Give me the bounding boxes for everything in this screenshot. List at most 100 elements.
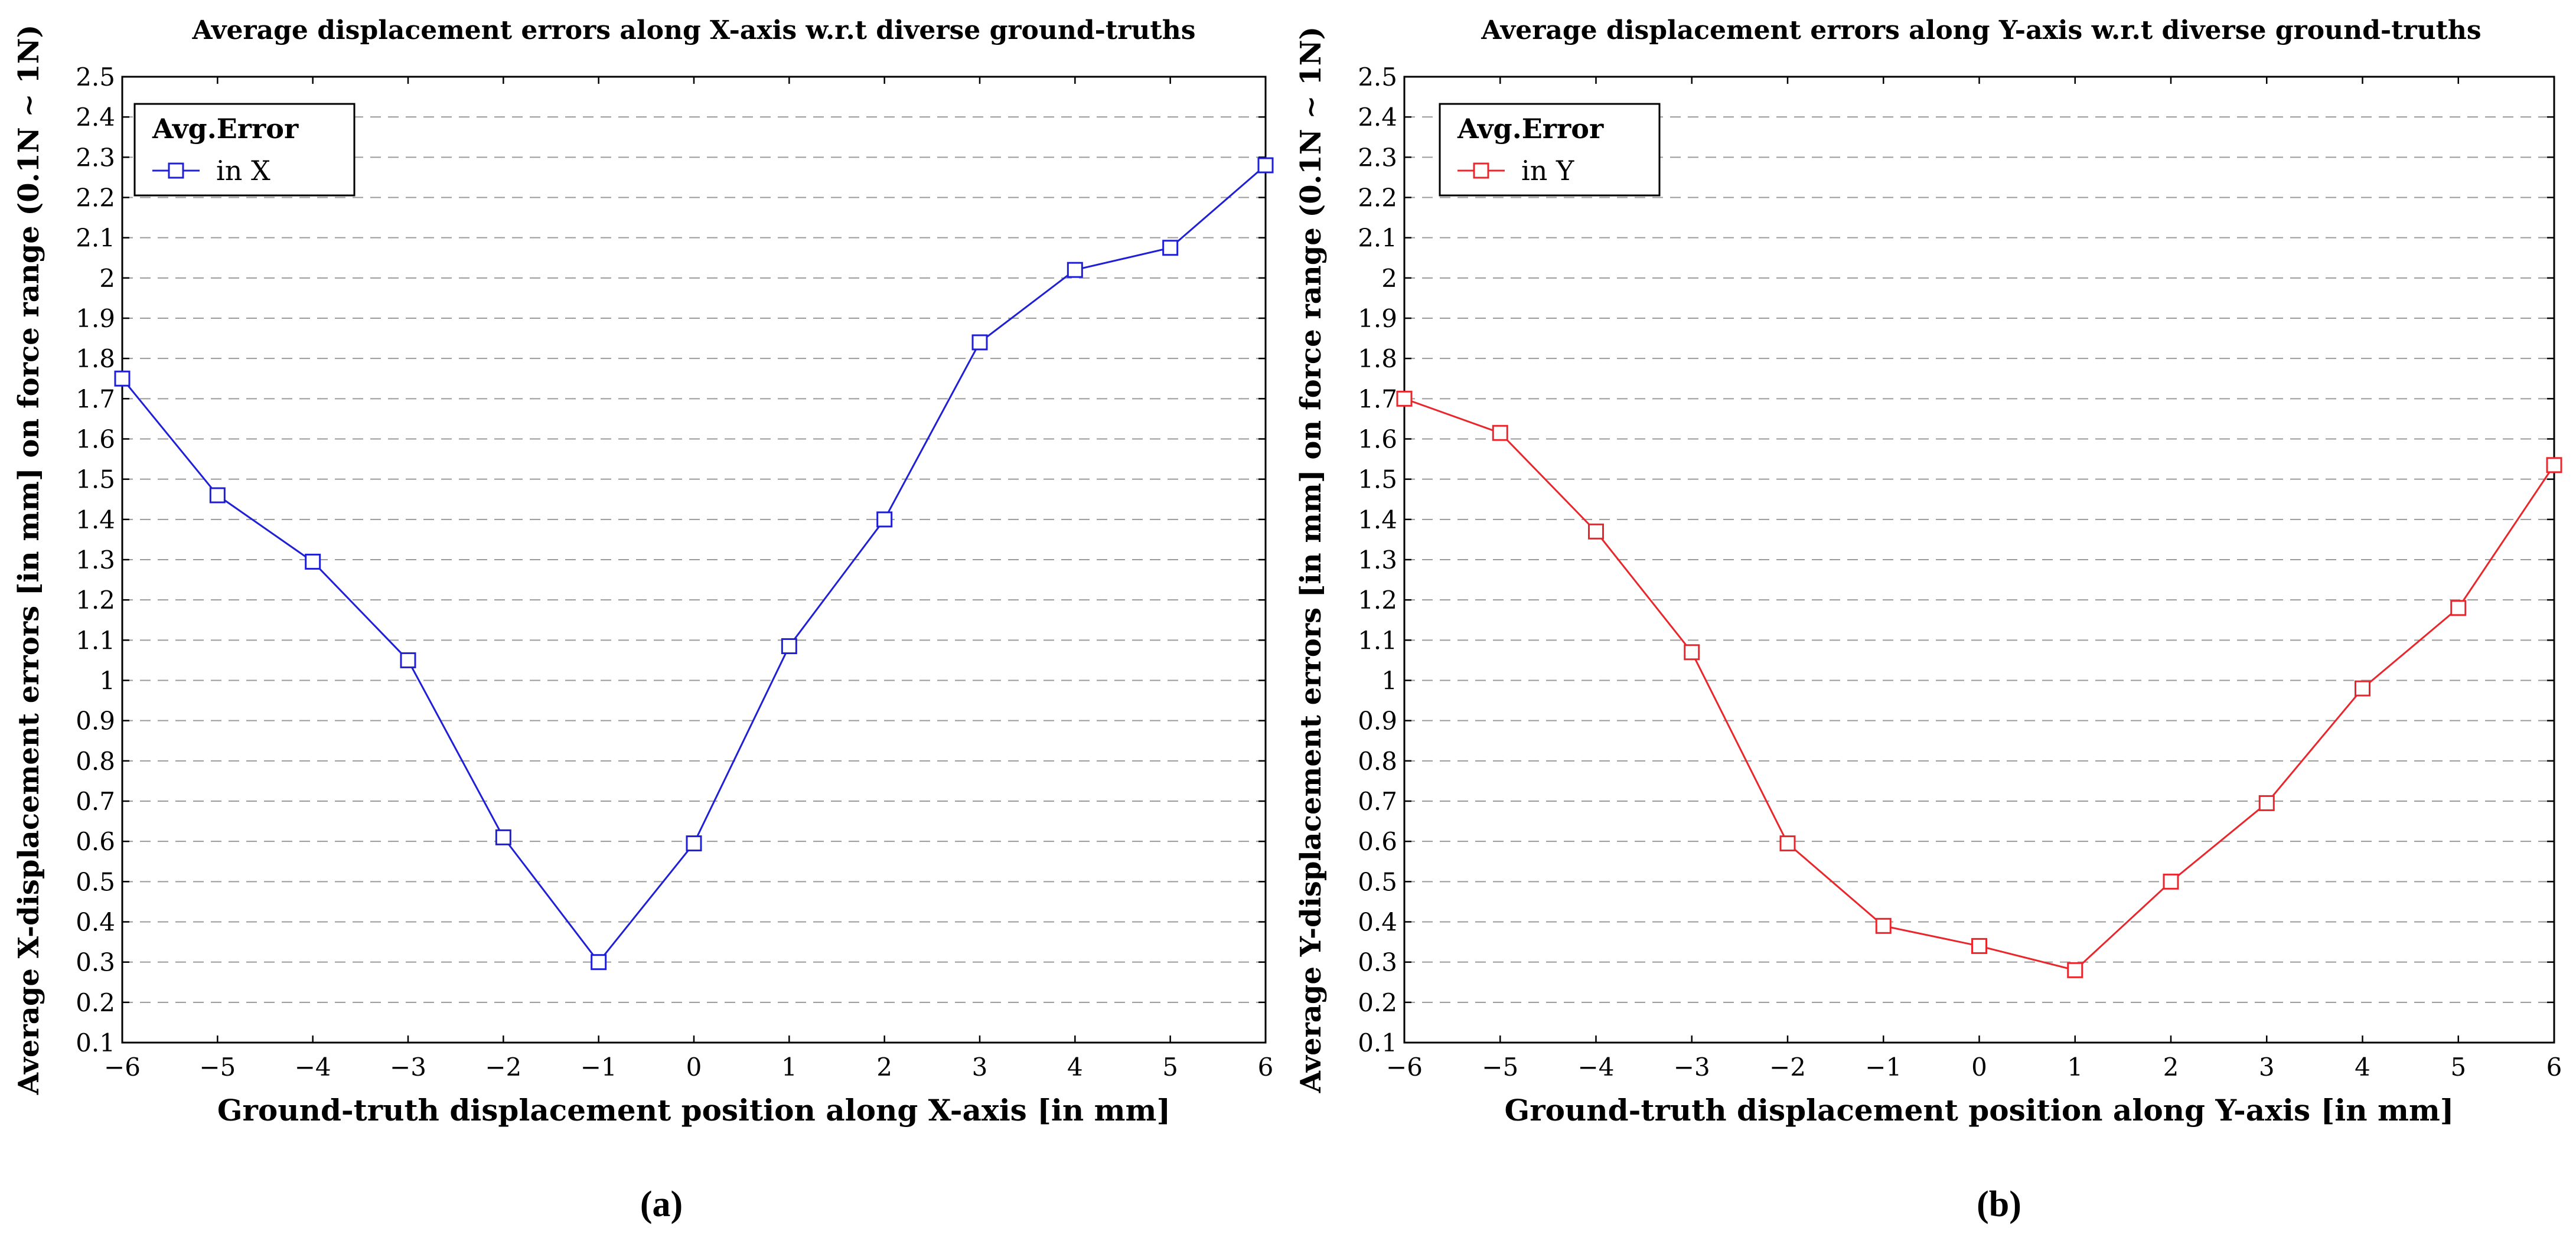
y-axis: 0.1 0.2 0.3 0.4 0.5 0.6 0.7 0.8 0.9 1 1.1 1.2 1.3 1.4…	[76, 63, 1266, 1057]
x-axis: −6 −5 −4 −3 −2 −1 0 1 2 3 4 5 6	[1386, 77, 2562, 1082]
x-tick-label: −5	[199, 1053, 236, 1082]
y-tick-label: 1.1	[1358, 626, 1397, 655]
x-tick-label: −6	[104, 1053, 141, 1082]
x-tick-label: 5	[1162, 1053, 1178, 1082]
x-tick-label: −2	[485, 1053, 521, 1082]
y-tick-label: 0.6	[1358, 827, 1397, 856]
data-point	[305, 553, 321, 570]
x-axis: −6 −5 −4 −3 −2 −1 0 1 2 3 4 5 6	[104, 77, 1273, 1082]
y-axis-label: Average Y-displacement errors [in mm] on…	[1294, 27, 1328, 1093]
series-line	[1404, 397, 2555, 971]
data-point	[114, 370, 131, 387]
y-tick-label: 0.8	[76, 747, 115, 776]
y-tick-label: 0.2	[76, 988, 115, 1017]
y-tick-label: 1	[99, 667, 115, 695]
data-point	[591, 954, 607, 971]
x-tick-label: 3	[972, 1053, 988, 1082]
x-tick-label: −5	[1482, 1053, 1518, 1082]
y-axis-label: Average X-displacement errors [in mm] on…	[12, 25, 45, 1096]
y-tick-label: 1.9	[76, 304, 115, 333]
y-tick-label: 0.7	[1358, 787, 1397, 816]
y-tick-label: 0.8	[1358, 747, 1397, 776]
data-point	[2355, 680, 2370, 697]
grid-lines	[122, 116, 1266, 1003]
y-tick-label: 2.1	[1358, 224, 1397, 253]
chart-title: Average displacement errors along Y-axis…	[1481, 15, 2481, 45]
y-tick-label: 1.7	[76, 384, 115, 413]
x-tick-label: 6	[2546, 1053, 2562, 1082]
y-tick-label: 1.5	[1358, 465, 1397, 494]
data-point	[2450, 600, 2467, 616]
legend: Avg.Error in X	[133, 103, 356, 197]
legend-marker	[1473, 162, 1489, 179]
y-tick-label: 1.6	[76, 425, 115, 454]
x-tick-label: −3	[390, 1053, 426, 1082]
data-point	[2546, 457, 2562, 473]
data-point	[1875, 917, 1892, 934]
x-tick-label: −6	[1386, 1053, 1423, 1082]
legend-label: in Y	[1521, 155, 1574, 187]
chart-y-axis-errors: 0.1 0.2 0.3 0.4 0.5 0.6 0.7 0.8 0.9 1 1.1 1.2 1.3 1.4…	[1294, 15, 2562, 1224]
x-tick-label: 5	[2450, 1053, 2466, 1082]
grid-lines	[1404, 116, 2554, 1003]
chart-x-axis-errors: 0.1 0.2 0.3 0.4 0.5 0.6 0.7 0.8 0.9 1 1.1 1.2 1.3 1.4…	[12, 15, 1274, 1224]
x-tick-label: 2	[2163, 1053, 2179, 1082]
data-point	[2067, 962, 2083, 978]
y-tick-label: 1.1	[76, 626, 115, 655]
y-tick-label: 0.2	[1358, 988, 1397, 1017]
x-tick-label: −4	[1578, 1053, 1615, 1082]
y-tick-label: 1.5	[76, 465, 115, 494]
y-axis: 0.1 0.2 0.3 0.4 0.5 0.6 0.7 0.8 0.9 1 1.1 1.2 1.3 1.4…	[1358, 63, 2554, 1057]
y-tick-label: 0.4	[76, 908, 115, 937]
y-tick-label: 1.3	[1358, 545, 1397, 574]
y-tick-label: 1.4	[76, 505, 115, 534]
x-tick-label: 1	[2067, 1053, 2083, 1082]
y-tick-label: 2.4	[1358, 103, 1397, 132]
figure-caption: (b)	[1977, 1184, 2021, 1224]
legend-box	[1439, 103, 1661, 197]
y-tick-label: 2.3	[76, 143, 115, 172]
y-tick-label: 2.5	[76, 63, 115, 92]
series-in-y	[1396, 390, 2562, 978]
y-tick-label: 2.4	[76, 103, 115, 132]
y-tick-label: 0.6	[76, 827, 115, 856]
y-tick-label: 1.7	[1358, 384, 1397, 413]
y-tick-label: 1.6	[1358, 425, 1397, 454]
data-point	[781, 638, 797, 655]
y-tick-label: 0.1	[76, 1028, 115, 1057]
data-point	[1588, 523, 1604, 540]
y-tick-label: 1.3	[76, 545, 115, 574]
x-tick-label: −3	[1674, 1053, 1710, 1082]
legend: Avg.Error in Y	[1439, 103, 1661, 197]
legend-marker	[168, 162, 184, 179]
y-tick-label: 1.2	[76, 586, 115, 615]
series-in-x	[114, 157, 1274, 971]
data-point	[2163, 873, 2179, 890]
data-point	[1162, 240, 1179, 256]
x-axis-label: Ground-truth displacement position along…	[1505, 1093, 2454, 1128]
x-tick-label: −2	[1769, 1053, 1806, 1082]
y-tick-label: 1.8	[1358, 344, 1397, 373]
x-tick-label: −4	[295, 1053, 331, 1082]
data-point	[1684, 644, 1700, 661]
y-tick-label: 2.2	[76, 184, 115, 213]
data-point	[2258, 795, 2275, 811]
y-tick-label: 1	[1381, 667, 1397, 695]
data-point	[686, 835, 702, 852]
data-point	[876, 511, 893, 528]
x-tick-label: −1	[581, 1053, 617, 1082]
x-tick-label: 0	[1971, 1053, 1987, 1082]
legend-label: in X	[216, 155, 270, 187]
legend-title: Avg.Error	[152, 113, 299, 145]
figure-caption: (a)	[640, 1184, 683, 1224]
y-tick-label: 0.3	[1358, 948, 1397, 977]
data-point	[1492, 424, 1508, 441]
y-tick-label: 0.7	[76, 787, 115, 816]
y-tick-label: 0.9	[76, 707, 115, 736]
y-tick-label: 0.3	[76, 948, 115, 977]
data-point	[1779, 835, 1796, 852]
y-tick-label: 2.1	[76, 224, 115, 253]
data-point	[1971, 938, 1987, 954]
y-tick-label: 0.4	[1358, 908, 1397, 937]
